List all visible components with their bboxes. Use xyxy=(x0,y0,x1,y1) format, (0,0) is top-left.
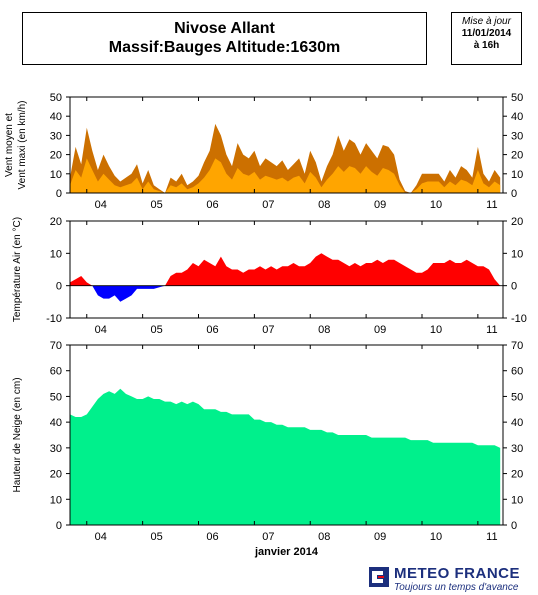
x-tick-label: 10 xyxy=(430,531,442,543)
y-tick-label-left: 30 xyxy=(50,130,62,142)
y-tick-label-right: 30 xyxy=(511,443,523,455)
y-tick-label-right: -10 xyxy=(511,313,527,325)
x-tick-label: 06 xyxy=(206,199,218,211)
y-tick-label-right: 70 xyxy=(511,340,523,352)
x-tick-label: 09 xyxy=(374,531,386,543)
y-tick-label-left: 0 xyxy=(56,520,62,532)
y-tick-label-right: 50 xyxy=(511,92,523,104)
y-tick-label-left: 40 xyxy=(50,417,62,429)
x-tick-label: 06 xyxy=(206,324,218,336)
station-details: Massif:Bauges Altitude:1630m xyxy=(108,39,341,56)
x-tick-label: 10 xyxy=(430,324,442,336)
y-tick-label-left: 10 xyxy=(50,169,62,181)
y-tick-label-right: 40 xyxy=(511,417,523,429)
meteo-france-logo: METEO FRANCE Toujours un temps d'avance xyxy=(369,565,538,593)
x-tick-label: 09 xyxy=(374,324,386,336)
temperature-negative-area xyxy=(70,285,501,302)
y-tick-label-left: 0 xyxy=(56,281,62,293)
update-label: Mise à jour xyxy=(462,16,511,27)
x-axis-label: janvier 2014 xyxy=(254,546,319,558)
panel-frame xyxy=(69,344,504,526)
y-tick-label-right: 60 xyxy=(511,366,523,378)
y-tick-label-left: 0 xyxy=(56,188,62,200)
series-area-0-1 xyxy=(70,158,501,193)
panel-frame xyxy=(69,220,504,319)
y-tick-label-right: 0 xyxy=(511,188,517,200)
y-tick-label-right: 40 xyxy=(511,111,523,123)
x-tick-label: 09 xyxy=(374,199,386,211)
y-tick-label-left: 10 xyxy=(50,494,62,506)
x-tick-label: 07 xyxy=(262,199,274,211)
y-tick-label-right: 20 xyxy=(511,150,523,162)
y-tick-label-right: 50 xyxy=(511,391,523,403)
y-axis-label: Vent maxi (en km/h) xyxy=(17,101,28,190)
x-tick-label: 07 xyxy=(262,531,274,543)
x-tick-label: 08 xyxy=(318,199,330,211)
x-tick-label: 05 xyxy=(151,324,163,336)
y-tick-label-right: 30 xyxy=(511,130,523,142)
temperature-positive-area xyxy=(70,253,501,286)
x-tick-label: 11 xyxy=(486,199,497,211)
update-time: à 16h xyxy=(473,40,500,51)
x-tick-label: 08 xyxy=(318,324,330,336)
y-axis-label: Vent moyen et xyxy=(4,113,15,177)
x-tick-label: 04 xyxy=(95,531,107,543)
x-tick-label: 06 xyxy=(206,531,218,543)
y-tick-label-left: 50 xyxy=(50,391,62,403)
logo-tagline: Toujours un temps d'avance xyxy=(394,582,519,593)
panel-frame xyxy=(69,96,504,194)
x-tick-label: 08 xyxy=(318,531,330,543)
y-tick-label-right: 10 xyxy=(511,169,523,181)
y-tick-label-left: 70 xyxy=(50,340,62,352)
x-tick-label: 05 xyxy=(151,199,163,211)
x-tick-label: 07 xyxy=(262,324,274,336)
y-axis-label: Température Air (en °C) xyxy=(12,217,23,322)
y-tick-label-right: 10 xyxy=(511,248,523,260)
x-tick-label: 11 xyxy=(486,531,497,543)
y-axis-label: Hauteur de Neige (en cm) xyxy=(12,377,23,492)
y-tick-label-right: 0 xyxy=(511,281,517,293)
y-tick-label-left: 30 xyxy=(50,443,62,455)
y-tick-label-left: 20 xyxy=(50,469,62,481)
x-tick-label: 04 xyxy=(95,199,107,211)
station-name: Nivose Allant xyxy=(174,20,275,37)
y-tick-label-right: 20 xyxy=(511,216,523,228)
y-tick-label-left: 20 xyxy=(50,216,62,228)
y-tick-label-right: 10 xyxy=(511,494,523,506)
x-tick-label: 10 xyxy=(430,199,442,211)
logo-name: METEO FRANCE xyxy=(394,565,520,582)
y-tick-label-left: 20 xyxy=(50,150,62,162)
logo-mark-icon xyxy=(369,567,389,587)
y-tick-label-left: 10 xyxy=(50,248,62,260)
x-tick-label: 11 xyxy=(486,324,497,336)
y-tick-label-right: 20 xyxy=(511,469,523,481)
x-tick-label: 04 xyxy=(95,324,107,336)
y-tick-label-left: 50 xyxy=(50,92,62,104)
title-box: Nivose Allant Massif:Bauges Altitude:163… xyxy=(22,12,427,65)
y-tick-label-left: 40 xyxy=(50,111,62,123)
x-tick-label: 05 xyxy=(151,531,163,543)
y-tick-label-right: 0 xyxy=(511,520,517,532)
update-box: Mise à jour 11/01/2014 à 16h xyxy=(451,12,522,65)
update-date: 11/01/2014 xyxy=(461,28,512,39)
series-area-2-0 xyxy=(70,388,501,525)
y-tick-label-left: 60 xyxy=(50,366,62,378)
y-tick-label-left: -10 xyxy=(46,313,62,325)
